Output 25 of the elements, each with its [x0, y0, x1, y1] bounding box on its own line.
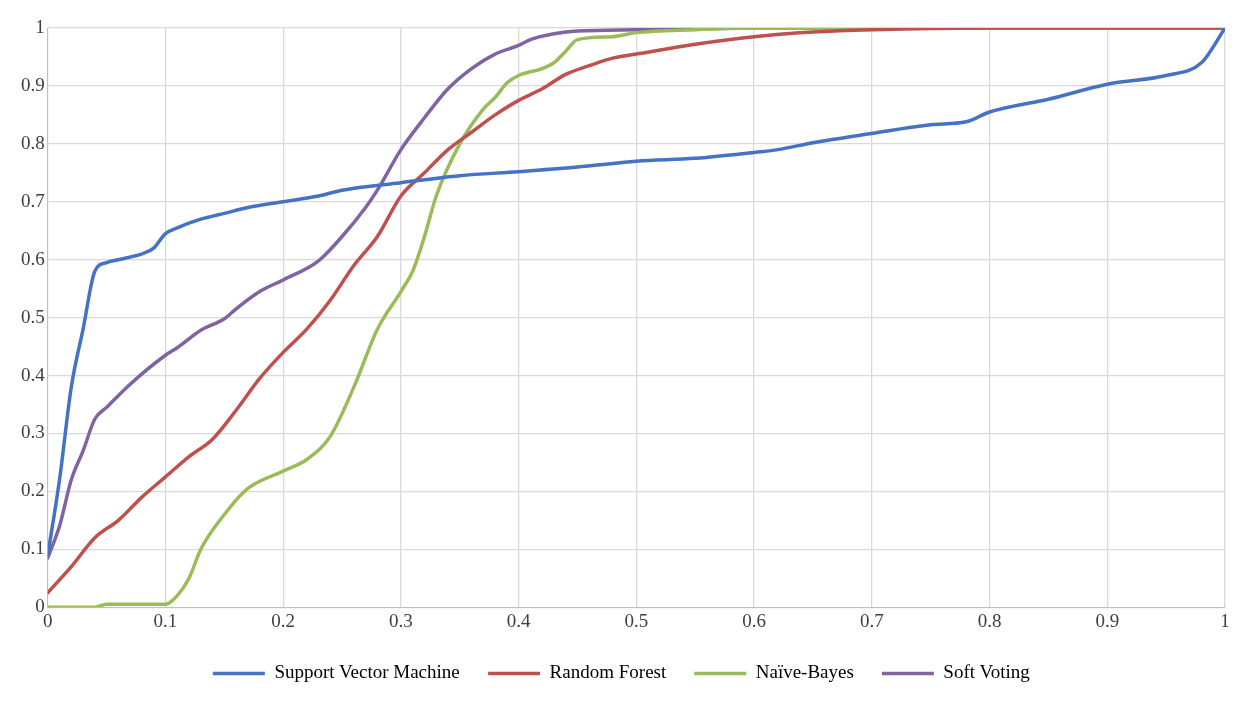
y-tick-label: 0.5 [21, 305, 45, 327]
y-tick-label: 0.7 [21, 189, 45, 211]
x-tick-label: 0.6 [742, 609, 766, 631]
y-tick-label: 0.8 [21, 131, 45, 153]
x-tick-label: 0.5 [624, 609, 649, 631]
y-tick-label: 0.9 [21, 73, 45, 95]
y-tick-label: 0.2 [21, 479, 45, 501]
legend-label: Soft Voting [943, 661, 1031, 683]
y-tick-label: 0.1 [21, 537, 45, 559]
x-tick-label: 0.7 [859, 609, 884, 631]
y-tick-label: 0.4 [21, 363, 46, 385]
x-tick-label: 0.3 [389, 609, 413, 631]
y-tick-label: 0.6 [21, 247, 45, 269]
legend-label: Naïve-Bayes [755, 661, 854, 683]
y-tick-label: 1 [35, 15, 45, 37]
x-tick-label: 0.2 [271, 609, 296, 631]
x-tick-label: 0.4 [506, 609, 532, 631]
y-tick-label: 0 [35, 595, 45, 617]
legend-label: Random Forest [549, 661, 667, 683]
x-tick-label: 1 [1220, 609, 1230, 631]
legend-label: Support Vector Machine [274, 661, 460, 683]
x-tick-label: 0.8 [977, 609, 1002, 631]
y-tick-label: 0.3 [21, 421, 45, 443]
x-tick-label: 0.9 [1095, 609, 1120, 631]
x-tick-label: 0.1 [153, 609, 178, 631]
